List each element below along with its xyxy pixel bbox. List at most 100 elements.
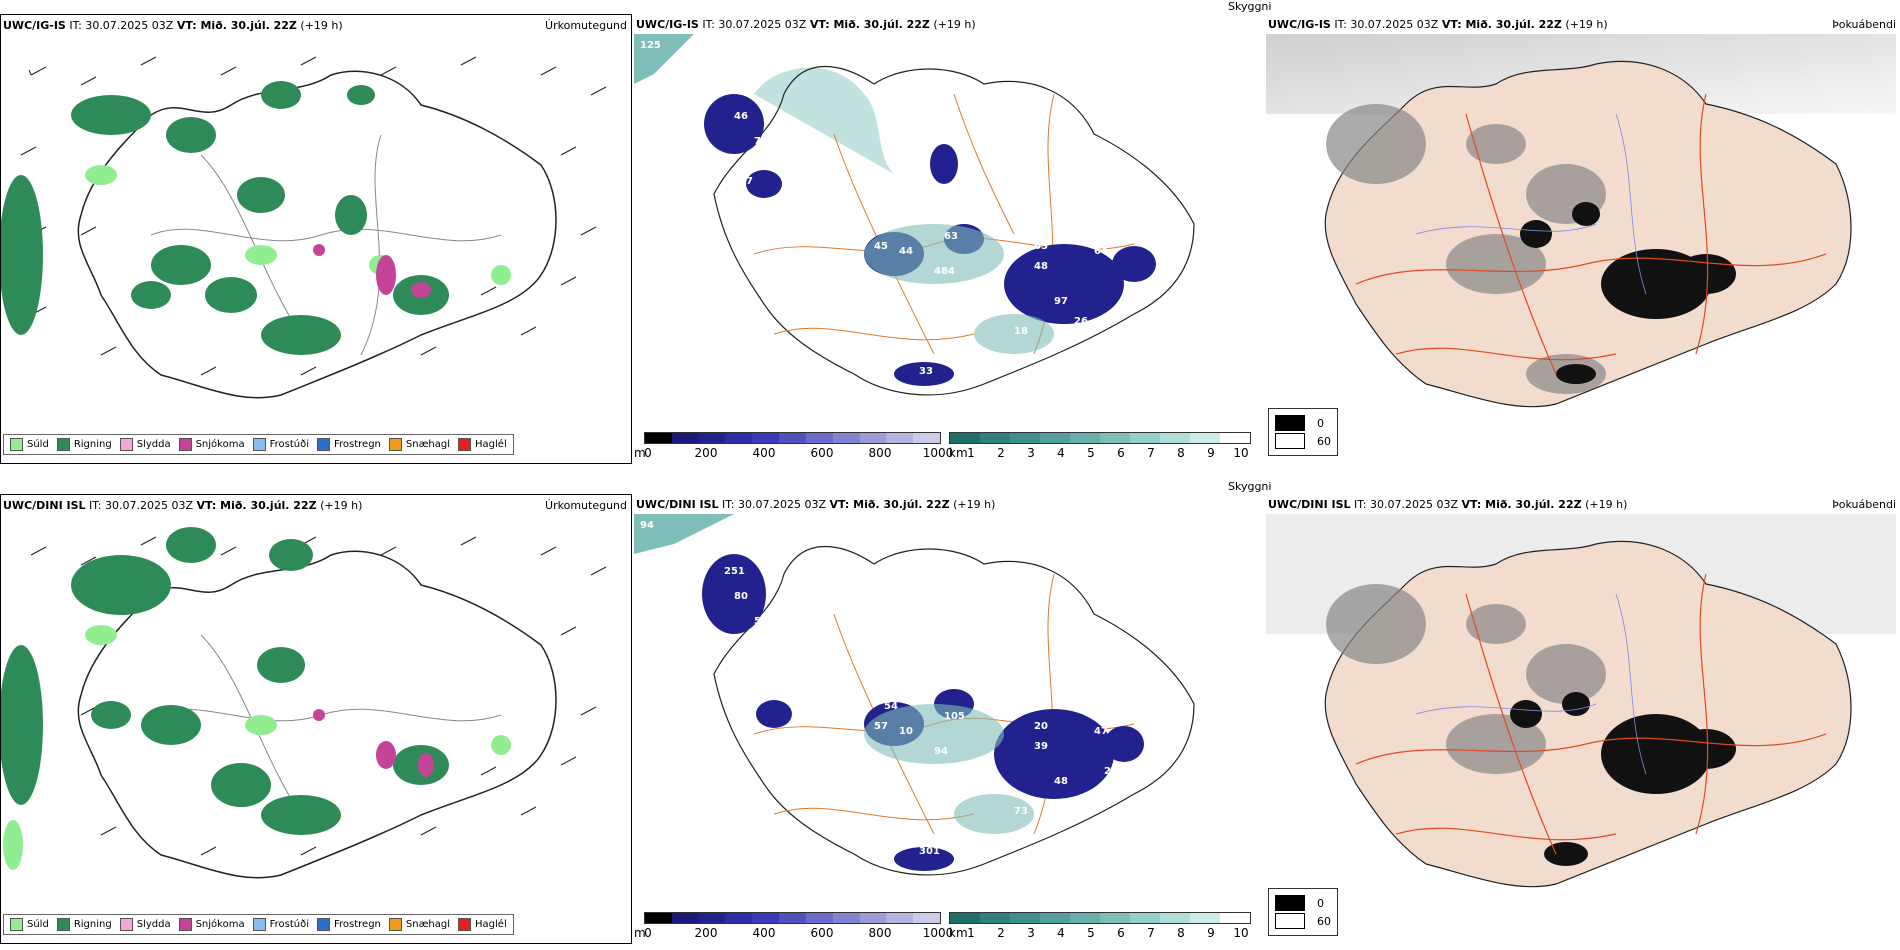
- colorbar-tick: 4: [1057, 446, 1065, 460]
- legend-label: Slydda: [136, 439, 171, 450]
- fog-legend-item: 0: [1275, 415, 1331, 431]
- cloudbase-value-label: 33: [919, 366, 933, 377]
- legend-item: Frostúði: [252, 438, 309, 451]
- cloudbase-map: 125 64 46 79 138 77 39 45 44 63 65 48 64 97 26 484 135 10…: [634, 34, 1195, 396]
- colorbar-tick: 1: [967, 926, 975, 940]
- cloudbase-value-label: 63: [944, 231, 958, 242]
- colorbar-segment: [698, 913, 726, 923]
- legend-swatch: [10, 918, 23, 931]
- model-name: UWC/DINI ISL: [636, 498, 719, 511]
- visibility-colorbar: km 1 2 3 4 5 6 7 8 9 10: [949, 432, 1254, 464]
- model-name: UWC/IG-IS: [1268, 18, 1331, 31]
- colorbar-tick: 5: [1087, 446, 1095, 460]
- legend-swatch: [119, 918, 133, 931]
- model-name: UWC/DINI ISL: [1268, 498, 1351, 511]
- colorbar-tick: 5: [1087, 926, 1095, 940]
- visibility-title: Skyggni: [1228, 480, 1272, 493]
- cloudbase-value-label: 64: [724, 86, 738, 97]
- colorbar-tick: 7: [1147, 446, 1155, 460]
- cloudbase-value-label: 79: [754, 136, 768, 147]
- legend-label: Haglél: [475, 439, 507, 450]
- cloudbase-value-label: 48: [1054, 776, 1068, 787]
- precip-type-panel: UWC/DINI ISL IT: 30.07.2025 03Z VT: Mið.…: [0, 494, 632, 944]
- model-name: UWC/DINI ISL: [3, 499, 86, 512]
- colorbar-tick: 10: [1233, 926, 1249, 940]
- colorbar-segment: [752, 433, 780, 443]
- colorbar-segment: [1130, 913, 1160, 923]
- colorbar-segment: [671, 433, 699, 443]
- valid-time: VT: Mið. 30.júl. 22Z: [1441, 18, 1562, 31]
- precip-legend: Súld Rigning Slydda Snjókoma Frostúði Frostre…: [3, 914, 514, 935]
- colorbar-tick: 200: [694, 446, 718, 460]
- cloudbase-value-label: 47: [1094, 726, 1108, 737]
- colorbar-segment: [1220, 913, 1250, 923]
- panel-title: Úrkomutegund: [545, 499, 627, 512]
- iceland-outline: [77, 70, 557, 399]
- cloudbase-value-label: 53: [754, 616, 768, 627]
- legend-label: Súld: [27, 439, 49, 450]
- colorbar-segment: [1220, 433, 1250, 443]
- legend-swatch: [317, 438, 330, 451]
- cloudbase-value-label: 73: [1014, 806, 1028, 817]
- init-time: IT: 30.07.2025 03Z: [1334, 18, 1439, 31]
- colorbar-tick: 8: [1177, 926, 1185, 940]
- fog-map: [1266, 514, 1896, 888]
- legend-item: Snjókoma: [178, 918, 245, 931]
- panel-header: UWC/IG-IS IT: 30.07.2025 03Z VT: Mið. 30…: [3, 19, 343, 32]
- lead-time: (+19 h): [1585, 498, 1628, 511]
- colorbar-segment: [980, 433, 1010, 443]
- legend-swatch: [178, 438, 192, 451]
- fog-legend: 0 60: [1268, 408, 1338, 456]
- colorbar-segment: [950, 913, 980, 923]
- init-time: IT: 30.07.2025 03Z: [69, 19, 174, 32]
- legend-label: Snjókoma: [195, 919, 245, 930]
- snow-areas: [313, 244, 431, 298]
- init-time: IT: 30.07.2025 03Z: [89, 499, 194, 512]
- colorbar-tick: 6: [1117, 446, 1125, 460]
- cloudbase-value-label: 97: [1054, 296, 1068, 307]
- cloudbase-value-label: 39: [1034, 741, 1048, 752]
- panel-header: UWC/DINI ISL IT: 30.07.2025 03Z VT: Mið.…: [3, 499, 362, 512]
- colorbar-tick: 7: [1147, 926, 1155, 940]
- cloudbase-value-label: 94: [640, 520, 654, 531]
- legend-label: Rigning: [73, 919, 112, 930]
- cloudbase-value-label: 48: [1034, 261, 1048, 272]
- cloudbase-value-label: 42: [1074, 796, 1088, 807]
- cloudbase-value-label: 30: [844, 226, 858, 237]
- colorbar-segment: [832, 913, 860, 923]
- fog-panel: UWC/DINI ISL IT: 30.07.2025 03Z VT: Mið.…: [1266, 494, 1900, 944]
- colorbar-tick: 9: [1207, 926, 1215, 940]
- cloudbase-value-label: 46: [734, 111, 748, 122]
- colorbar-segment: [1160, 433, 1190, 443]
- colorbar-segment: [950, 433, 980, 443]
- legend-item: Haglél: [458, 918, 507, 931]
- legend-swatch: [317, 918, 330, 931]
- colorbar-tick: 6: [1117, 926, 1125, 940]
- fog-legend-item: 60: [1275, 433, 1331, 449]
- colorbar-tick: 8: [1177, 446, 1185, 460]
- lead-time: (+19 h): [300, 19, 343, 32]
- legend-item: Rigning: [56, 918, 112, 931]
- drizzle-areas: [85, 165, 511, 285]
- legend-label: 0: [1317, 896, 1324, 910]
- precip-legend: Súld Rigning Slydda Snjókoma Frostúði Frostre…: [3, 434, 514, 455]
- cloudbase-value-label: 80: [734, 591, 748, 602]
- visibility-colorbar: km 1 2 3 4 5 6 7 8 9 10: [949, 912, 1254, 944]
- legend-swatch: [10, 438, 23, 451]
- init-time: IT: 30.07.2025 03Z: [1354, 498, 1459, 511]
- legend-swatch: [458, 438, 472, 451]
- legend-swatch: [388, 918, 402, 931]
- legend-swatch: [178, 918, 192, 931]
- valid-time: VT: Mið. 30.júl. 22Z: [1461, 498, 1582, 511]
- legend-swatch: [1275, 415, 1305, 431]
- rain-areas: [1, 81, 449, 355]
- colorbar-segment: [1130, 433, 1160, 443]
- cloudbase-value-label: 301: [919, 846, 940, 857]
- colorbar-segment: [1010, 913, 1040, 923]
- cloudbase-value-label: 125: [640, 40, 661, 51]
- colorbar-segment: [1100, 913, 1130, 923]
- colorbar-tick: 800: [868, 926, 892, 940]
- colorbar-segment: [980, 913, 1010, 923]
- colorbar-segment: [671, 913, 699, 923]
- colorbar-segment: [645, 913, 672, 923]
